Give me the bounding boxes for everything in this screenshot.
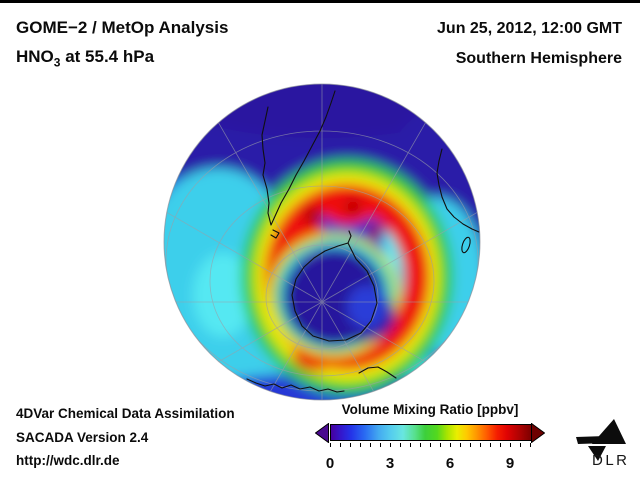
colorbar-tick [400, 443, 401, 447]
title-instrument: GOME−2 / MetOp Analysis [16, 18, 229, 37]
colorbar-tick [440, 443, 441, 447]
colorbar-labels: 0 3 6 9 [326, 455, 533, 473]
colorbar-tick [350, 443, 351, 447]
caption-block: 4DVar Chemical Data Assimilation SACADA … [16, 402, 235, 473]
riu-logo: RIU [556, 372, 640, 414]
coast-tierra-del-fuego [270, 229, 280, 239]
plot-datetime-block: Jun 25, 2012, 12:00 GMT Southern Hemisph… [437, 14, 622, 74]
colorbar-tick [420, 443, 421, 447]
coast-africa-east [475, 178, 480, 205]
colorbar-tick [430, 443, 431, 447]
colorbar-tick [470, 443, 471, 447]
colorbar-ticks [330, 443, 533, 448]
colorbar-tick [500, 443, 501, 447]
colorbar-tick-label: 6 [445, 455, 455, 472]
caption-url: http://wdc.dlr.de [16, 453, 120, 468]
plot-date: Jun 25, 2012, 12:00 GMT [437, 20, 622, 37]
globe-rim [163, 83, 481, 401]
colorbar-tick-label: 0 [325, 455, 335, 472]
top-border-strip [0, 0, 640, 3]
caption-method: 4DVar Chemical Data Assimilation [16, 406, 235, 421]
coast-madagascar [461, 236, 471, 254]
colorbar-tick [360, 443, 361, 447]
caption-version: SACADA Version 2.4 [16, 429, 149, 445]
hemisphere-map [163, 83, 481, 401]
colorbar-tick [380, 443, 381, 447]
dlr-logo-text: DLR [592, 452, 630, 469]
colorbar-tick [480, 443, 481, 447]
plot-hemisphere: Southern Hemisphere [455, 50, 622, 67]
colorbar-tick [460, 443, 461, 447]
coast-bottom-right [358, 366, 397, 379]
colorbar-tick-label: 3 [385, 455, 395, 472]
colorbar-left-arrow [315, 423, 329, 443]
colorbar-tick [510, 443, 511, 447]
colorbar-tick [450, 443, 451, 447]
colorbar-tick [370, 443, 371, 447]
colorbar-tick [340, 443, 341, 447]
colorbar-right-arrow [531, 423, 545, 443]
colorbar-tick [410, 443, 411, 447]
colorbar [330, 424, 532, 441]
dlr-star-icon [576, 419, 626, 461]
coast-antarctica [291, 230, 378, 342]
title-species: HNO3 at 55.4 hPa [16, 47, 155, 70]
colorbar-gradient [331, 425, 531, 440]
colorbar-tick [390, 443, 391, 447]
coast-australia-south [246, 378, 345, 393]
coast-africa [436, 148, 480, 233]
colorbar-tick [530, 443, 531, 447]
colorbar-title: Volume Mixing Ratio [ppbv] [341, 402, 519, 417]
coast-south-america [261, 90, 336, 226]
colorbar-tick [330, 443, 331, 447]
colorbar-tick [490, 443, 491, 447]
colorbar-tick [520, 443, 521, 447]
hemisphere-map-svg [163, 83, 481, 401]
plot-title: GOME−2 / MetOp Analysis HNO3 at 55.4 hPa [16, 13, 228, 77]
colorbar-tick-label: 9 [505, 455, 515, 472]
